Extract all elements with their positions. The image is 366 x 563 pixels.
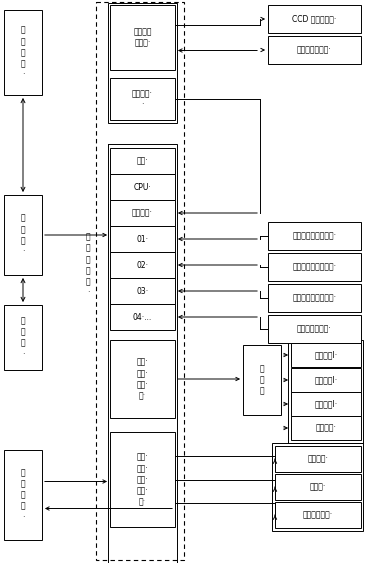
Bar [291,368,361,392]
Text: 03·: 03· [137,287,149,296]
Bar [4,305,42,370]
Bar [268,222,361,250]
Bar [268,5,361,33]
Text: 01·: 01· [137,235,149,244]
Bar [268,253,361,281]
Bar [110,78,175,120]
Text: 电源·: 电源· [137,157,148,166]
Bar [110,252,175,278]
Text: 下辊旋转编码器·: 下辊旋转编码器· [297,324,332,333]
Text: 激光测距传感器·: 激光测距传感器· [297,46,332,55]
Text: 摄
像
监
控
·: 摄 像 监 控 · [21,26,25,79]
Bar [110,200,175,226]
Bar [291,416,361,440]
Bar [268,315,361,343]
Bar [275,502,361,528]
Bar [288,340,363,443]
Text: 限位开关·: 限位开关· [307,454,328,463]
Text: 02·: 02· [137,261,149,270]
Text: 液压设备·: 液压设备· [315,423,336,432]
Text: CPU·: CPU· [134,182,152,191]
Bar [110,148,175,174]
Text: CCD 曲率传感器·: CCD 曲率传感器· [292,15,337,24]
Text: 通信模块·: 通信模块· [132,208,153,217]
Bar [110,278,175,304]
Text: 限流器·: 限流器· [310,482,326,491]
Bar [110,304,175,330]
Text: 上辊油缸I·: 上辊油缸I· [314,351,337,360]
Bar [268,284,361,312]
Text: 控
制
面
板
·: 控 制 面 板 · [21,468,25,522]
Bar [4,195,42,275]
Bar [275,446,361,472]
Bar [4,450,42,540]
Text: 开关·
量输·
入输·
出模·
块·: 开关· 量输· 入输· 出模· 块· [137,453,148,506]
Text: 工
控
机
·: 工 控 机 · [21,214,25,256]
Text: 伺
服
阀: 伺 服 阀 [260,364,264,396]
Text: 其他电器设备·: 其他电器设备· [303,511,333,520]
Bar [275,474,361,500]
Text: 开关·
量输·
出模·
块·: 开关· 量输· 出模· 块· [137,358,148,400]
Text: 下辊油缸I·: 下辊油缸I· [314,400,337,409]
Bar [96,2,184,560]
Text: 计
数
器
模
块
·: 计 数 器 模 块 · [86,233,90,297]
Text: 下辊油缸I·: 下辊油缸I· [314,376,337,385]
Bar [110,174,175,200]
Text: 上辊水平位移磁栅尺·: 上辊水平位移磁栅尺· [292,231,336,240]
Text: 显
示
器
·: 显 示 器 · [21,316,25,359]
Text: 04·...: 04·... [133,312,152,321]
Bar [272,443,363,531]
Bar [268,36,361,64]
Bar [110,432,175,527]
Text: 上辊升降位移磁栅尺·: 上辊升降位移磁栅尺· [292,262,336,271]
Bar [4,10,42,95]
Text: 上辊升降位移磁栅尺·: 上辊升降位移磁栅尺· [292,293,336,302]
Text: 通信模块·
·: 通信模块· · [132,89,153,109]
Text: 模拟量输
入模块·: 模拟量输 入模块· [133,28,152,47]
Bar [291,343,361,367]
Bar [108,144,177,563]
Bar [110,5,175,70]
Bar [243,345,281,415]
Bar [110,226,175,252]
Bar [291,392,361,416]
Bar [110,340,175,418]
Bar [108,3,177,123]
